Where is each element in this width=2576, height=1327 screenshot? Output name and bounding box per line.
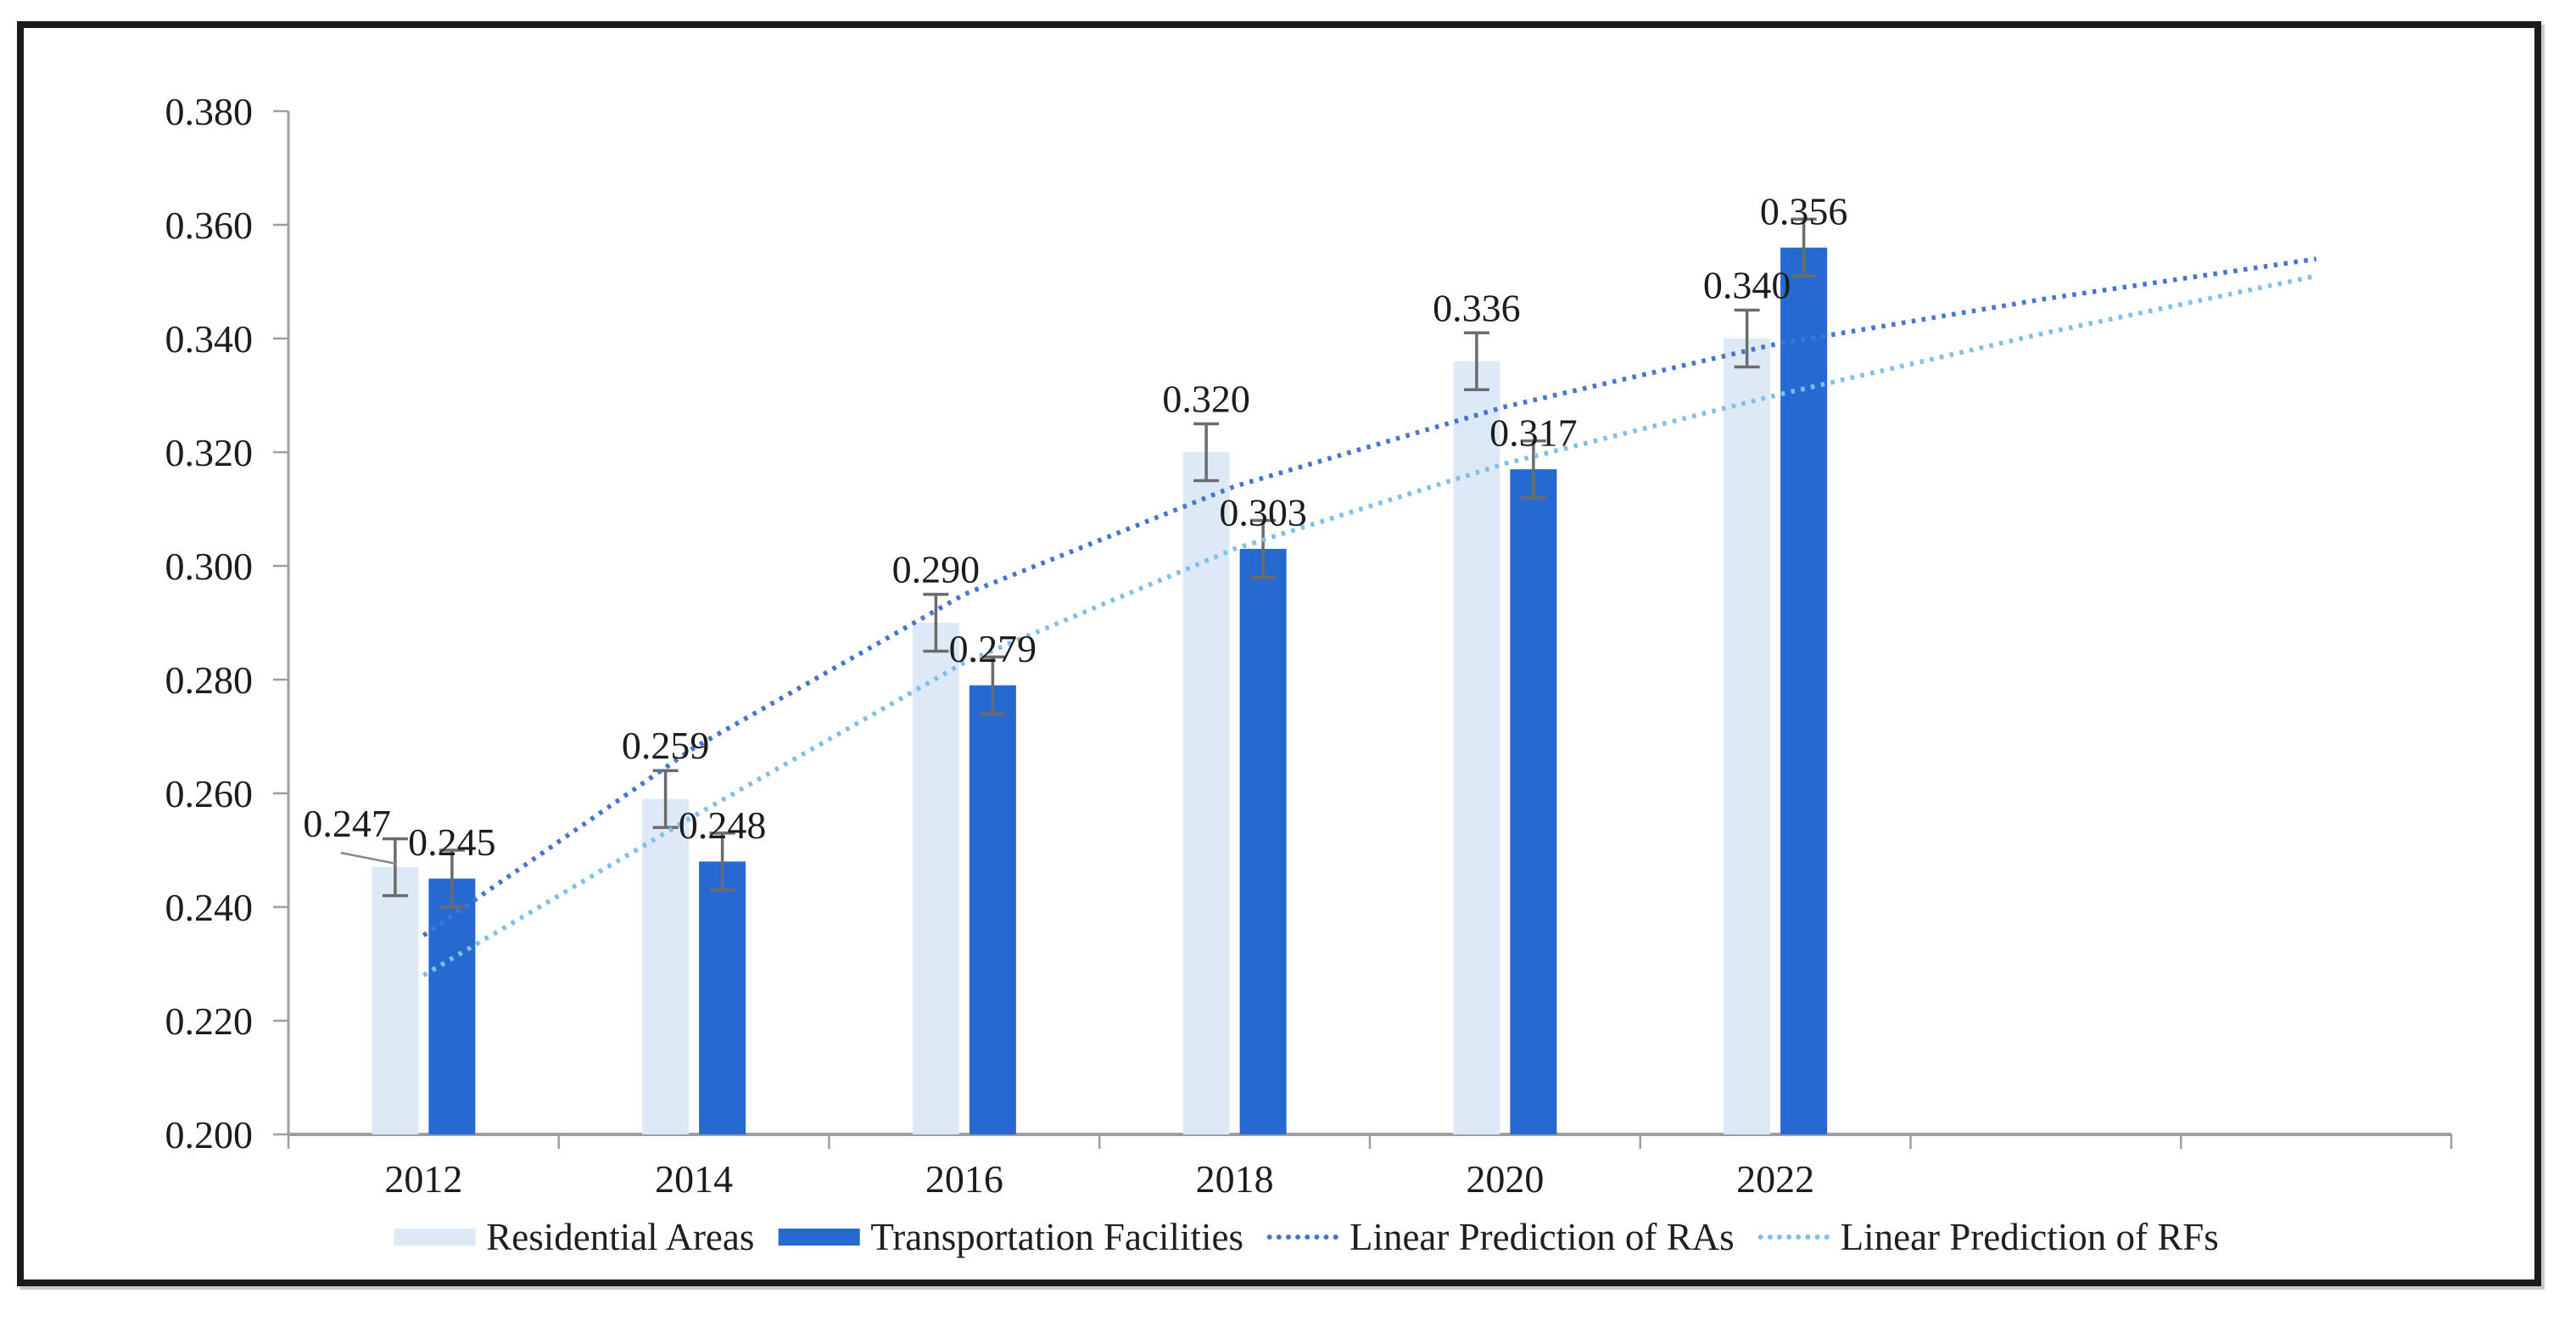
- legend: Residential Areas Transportation Facilit…: [394, 1215, 2219, 1259]
- residential-areas-bar: [1182, 452, 1230, 1134]
- bar-value-label: 0.259: [622, 724, 710, 767]
- bar-value-label: 0.290: [892, 548, 981, 591]
- residential-areas-bar: [642, 798, 690, 1134]
- y-tick-label: 0.340: [165, 317, 254, 361]
- bar-value-label: 0.336: [1433, 286, 1521, 329]
- legend-item-transportation-facilities: Transportation Facilities: [778, 1215, 1243, 1259]
- y-tick-label: 0.320: [165, 431, 254, 474]
- x-tick-label: 2016: [925, 1157, 1003, 1201]
- bar-value-label: 0.247: [303, 802, 391, 845]
- transportation-facilities-bar: [1780, 247, 1828, 1134]
- y-tick-label: 0.360: [165, 204, 254, 247]
- y-tick-label: 0.280: [165, 658, 254, 702]
- legend-item-residential-areas: Residential Areas: [394, 1215, 754, 1259]
- x-tick-label: 2018: [1196, 1157, 1274, 1201]
- linear-prediction-ras-line: [422, 256, 2317, 938]
- x-tick-label: 2012: [384, 1157, 462, 1201]
- transportation-facilities-swatch: [778, 1229, 860, 1246]
- residential-areas-swatch: [394, 1229, 476, 1246]
- label-leader-line: [340, 851, 398, 865]
- legend-label-linear-prediction-rfs: Linear Prediction of RFs: [1840, 1216, 2219, 1258]
- x-tick-label: 2014: [655, 1157, 733, 1201]
- bar-value-label: 0.317: [1489, 412, 1578, 455]
- residential-areas-bar: [912, 623, 959, 1134]
- y-tick-label: 0.200: [165, 1113, 254, 1156]
- transportation-facilities-bar: [1510, 469, 1557, 1134]
- bar-value-label: 0.340: [1703, 264, 1791, 307]
- bar-value-label: 0.245: [408, 820, 496, 864]
- transportation-facilities-bar: [969, 685, 1016, 1134]
- y-tick-label: 0.240: [165, 886, 254, 929]
- linear-prediction-rfs-swatch: [1757, 1235, 1830, 1240]
- transportation-facilities-bar: [1239, 548, 1287, 1134]
- linear-prediction-rfs-line: [422, 273, 2317, 977]
- legend-item-linear-prediction-rfs: Linear Prediction of RFs: [1757, 1215, 2219, 1259]
- x-tick-label: 2022: [1736, 1157, 1814, 1201]
- residential-areas-bar: [1453, 361, 1500, 1134]
- bar-value-label: 0.320: [1162, 378, 1250, 421]
- y-tick-label: 0.260: [165, 772, 254, 815]
- x-tick-label: 2020: [1466, 1157, 1544, 1201]
- bar-value-label: 0.279: [949, 627, 1037, 670]
- bar-value-label: 0.303: [1219, 490, 1307, 534]
- legend-item-linear-prediction-ras: Linear Prediction of RAs: [1266, 1215, 1735, 1259]
- residential-areas-bar: [1724, 339, 1771, 1134]
- linear-prediction-ras-swatch: [1266, 1235, 1338, 1240]
- legend-label-transportation-facilities: Transportation Facilities: [870, 1216, 1243, 1258]
- legend-label-linear-prediction-ras: Linear Prediction of RAs: [1349, 1216, 1735, 1258]
- legend-label-residential-areas: Residential Areas: [486, 1216, 755, 1258]
- bar-value-label: 0.248: [679, 803, 767, 847]
- transportation-facilities-bar: [699, 861, 746, 1134]
- y-tick-label: 0.300: [165, 545, 254, 588]
- y-tick-label: 0.220: [165, 999, 254, 1043]
- y-tick-label: 0.380: [165, 90, 254, 133]
- residential-areas-bar: [372, 867, 419, 1134]
- transportation-facilities-bar: [428, 878, 476, 1134]
- bar-value-label: 0.356: [1760, 189, 1848, 232]
